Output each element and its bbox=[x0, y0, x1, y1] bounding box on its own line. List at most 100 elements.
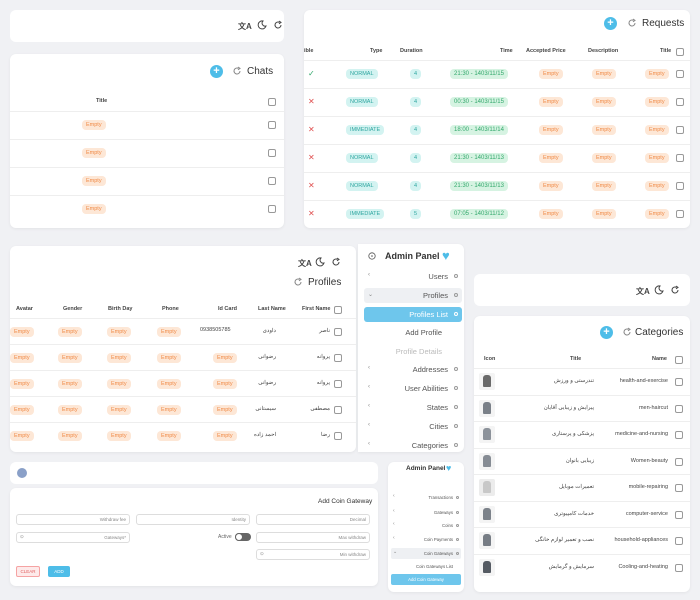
sidebar-item-add-coin-gateway[interactable]: Add Coin Gateway bbox=[391, 574, 461, 585]
sidebar-item-gateways[interactable]: ‹ Gateways bbox=[391, 507, 461, 518]
refresh-icon[interactable] bbox=[670, 285, 680, 295]
row-checkbox[interactable] bbox=[676, 98, 684, 106]
select-all-checkbox[interactable] bbox=[675, 356, 683, 364]
add-request-button[interactable]: + bbox=[604, 17, 617, 30]
sidebar-item-profiles[interactable]: ⌄ Profiles bbox=[364, 288, 462, 303]
row-checkbox[interactable] bbox=[675, 378, 683, 386]
table-row[interactable]: زیبایی بانوان Women-beauty bbox=[474, 447, 690, 474]
add-category-button[interactable]: + bbox=[600, 326, 613, 339]
row-checkbox[interactable] bbox=[676, 210, 684, 218]
table-row[interactable]: ✕ NORMAL 4 21:30 - 1403/11/13 Empty Empty Empt… bbox=[304, 172, 690, 200]
row-checkbox[interactable] bbox=[675, 563, 683, 572]
row-checkbox[interactable] bbox=[268, 121, 276, 129]
decimal-field[interactable]: Decimal bbox=[256, 514, 370, 525]
sidebar-item-addresses[interactable]: ‹ Addresses bbox=[364, 362, 462, 377]
translate-icon[interactable]: 文A bbox=[238, 22, 252, 31]
row-checkbox[interactable] bbox=[334, 432, 342, 440]
refresh-icon[interactable] bbox=[232, 66, 242, 76]
refresh-icon[interactable] bbox=[627, 18, 637, 28]
row-checkbox[interactable] bbox=[268, 149, 276, 157]
table-row[interactable]: Empty bbox=[10, 195, 284, 223]
sidebar-item-coin-gateways-list[interactable]: Coin Gateways List bbox=[391, 561, 461, 572]
sidebar-item-label: Add Coin Gateway bbox=[408, 577, 444, 582]
table-row[interactable]: Empty bbox=[10, 139, 284, 167]
row-checkbox[interactable] bbox=[675, 484, 683, 492]
sidebar-item-transactions[interactable]: ‹ Transactions bbox=[391, 492, 461, 503]
clear-button[interactable]: CLEAR bbox=[16, 566, 40, 577]
table-row[interactable]: Empty Empty Empty Empty Empty سیستانی مصطفی bbox=[10, 396, 356, 422]
table-row[interactable]: ✕ IMMEDIATE 5 07:05 - 1403/11/12 Empty Empty E… bbox=[304, 200, 690, 228]
table-row[interactable]: ✕ IMMEDIATE 4 18:00 - 1403/11/14 Empty Empty E… bbox=[304, 116, 690, 144]
row-checkbox[interactable] bbox=[334, 380, 342, 388]
row-checkbox[interactable] bbox=[676, 126, 684, 134]
table-row[interactable]: Empty Empty Empty Empty 0938505785 داودی ناصر bbox=[10, 318, 356, 344]
id-card-cell: Empty bbox=[213, 431, 237, 441]
sidebar-item-cities[interactable]: ‹ Cities bbox=[364, 419, 462, 434]
moon-icon[interactable] bbox=[315, 257, 325, 267]
table-row[interactable]: تعمیرات موبایل mobile-repairing bbox=[474, 474, 690, 500]
row-checkbox[interactable] bbox=[268, 205, 276, 213]
title-cell: Empty bbox=[645, 97, 669, 107]
row-checkbox[interactable] bbox=[676, 182, 684, 190]
table-row[interactable]: Empty Empty Empty Empty Empty رضوانی پروانه bbox=[10, 344, 356, 370]
row-checkbox[interactable] bbox=[268, 177, 276, 185]
table-row[interactable]: سرمایش و گرمایش Cooling-and-heating bbox=[474, 553, 690, 580]
row-checkbox[interactable] bbox=[675, 404, 683, 413]
table-row[interactable]: Empty Empty Empty Empty Empty رضوانی پروانه bbox=[10, 370, 356, 396]
last-name-cell: داودی bbox=[262, 328, 276, 334]
add-chat-button[interactable]: + bbox=[210, 65, 223, 78]
sidebar-item-add-profile[interactable]: Add Profile bbox=[364, 325, 462, 340]
min-withdraw-field[interactable]: ⊙ Min withdraw bbox=[256, 549, 370, 560]
active-toggle[interactable] bbox=[235, 533, 251, 541]
sidebar-item-states[interactable]: ‹ States bbox=[364, 400, 462, 415]
select-all-checkbox[interactable] bbox=[334, 306, 342, 314]
table-row[interactable]: پزشکی و پرستاری medicine-and-nursing bbox=[474, 421, 690, 447]
select-all-checkbox[interactable] bbox=[676, 48, 684, 56]
table-row[interactable]: تندرستی و ورزش health-and-exercise bbox=[474, 368, 690, 394]
row-checkbox[interactable] bbox=[675, 457, 683, 466]
sidebar-item-profiles-list[interactable]: Profiles List bbox=[364, 307, 462, 322]
table-row[interactable]: ✕ NORMAL 4 00:30 - 1403/11/15 Empty Empty Empt… bbox=[304, 88, 690, 116]
refresh-icon[interactable] bbox=[293, 277, 303, 287]
refresh-icon[interactable] bbox=[622, 327, 632, 337]
identity-field[interactable]: Identity bbox=[136, 514, 250, 525]
moon-icon[interactable] bbox=[257, 20, 267, 30]
row-checkbox[interactable] bbox=[676, 154, 684, 162]
sidebar-item-coins[interactable]: ‹ Coins bbox=[391, 520, 461, 531]
table-row[interactable]: پیرایش و زیبایی آقایان men-haircut bbox=[474, 394, 690, 421]
row-checkbox[interactable] bbox=[675, 537, 683, 545]
table-row[interactable]: نصب و تعمیر لوازم خانگی household-applian… bbox=[474, 527, 690, 553]
max-withdraw-field[interactable]: Max withdraw bbox=[256, 532, 370, 543]
table-row[interactable]: ✓ NORMAL 4 21:30 - 1403/11/15 Empty Empty Empt… bbox=[304, 60, 690, 88]
category-title-cell: پزشکی و پرستاری bbox=[552, 431, 594, 437]
refresh-icon[interactable] bbox=[273, 20, 283, 30]
first-name-cell: رضا bbox=[320, 432, 330, 438]
table-row[interactable]: ✕ NORMAL 4 21:30 - 1403/11/13 Empty Empty Empt… bbox=[304, 144, 690, 172]
add-button[interactable]: ADD bbox=[48, 566, 70, 577]
row-checkbox[interactable] bbox=[334, 328, 342, 336]
sidebar-item-users[interactable]: ‹ Users bbox=[364, 269, 462, 284]
refresh-icon[interactable] bbox=[331, 257, 341, 267]
user-avatar[interactable] bbox=[16, 467, 28, 479]
table-row[interactable]: Empty bbox=[10, 111, 284, 139]
translate-icon[interactable]: 文A bbox=[298, 259, 312, 268]
table-row[interactable]: Empty bbox=[10, 167, 284, 195]
gateways-select[interactable]: ⊙ Gateways* bbox=[16, 532, 130, 543]
sidebar-item-coin-payments[interactable]: ‹ Coin Payments bbox=[391, 534, 461, 545]
row-checkbox[interactable] bbox=[334, 354, 342, 362]
select-all-checkbox[interactable] bbox=[268, 98, 276, 106]
row-checkbox[interactable] bbox=[676, 70, 684, 78]
translate-icon[interactable]: 文A bbox=[636, 287, 650, 296]
withdraw-fee-field[interactable]: Withdraw fee bbox=[16, 514, 130, 525]
row-checkbox[interactable] bbox=[675, 431, 683, 439]
sidebar-item-coin-gateways[interactable]: ⌄ Coin Gateways bbox=[391, 548, 461, 559]
row-checkbox[interactable] bbox=[334, 406, 342, 414]
table-row[interactable]: Empty Empty Empty Empty Empty احمد زاده رضا bbox=[10, 422, 356, 448]
moon-icon[interactable] bbox=[654, 285, 664, 295]
circle-icon bbox=[456, 511, 459, 514]
table-row[interactable]: خدمات کامپیوتری computer-service bbox=[474, 500, 690, 527]
sidebar-item-categories[interactable]: ‹ Categories bbox=[364, 438, 462, 452]
sidebar-item-label: Profiles List bbox=[409, 310, 448, 319]
sidebar-item-user-abilities[interactable]: ‹ User Abilities bbox=[364, 381, 462, 396]
row-checkbox[interactable] bbox=[675, 510, 683, 519]
